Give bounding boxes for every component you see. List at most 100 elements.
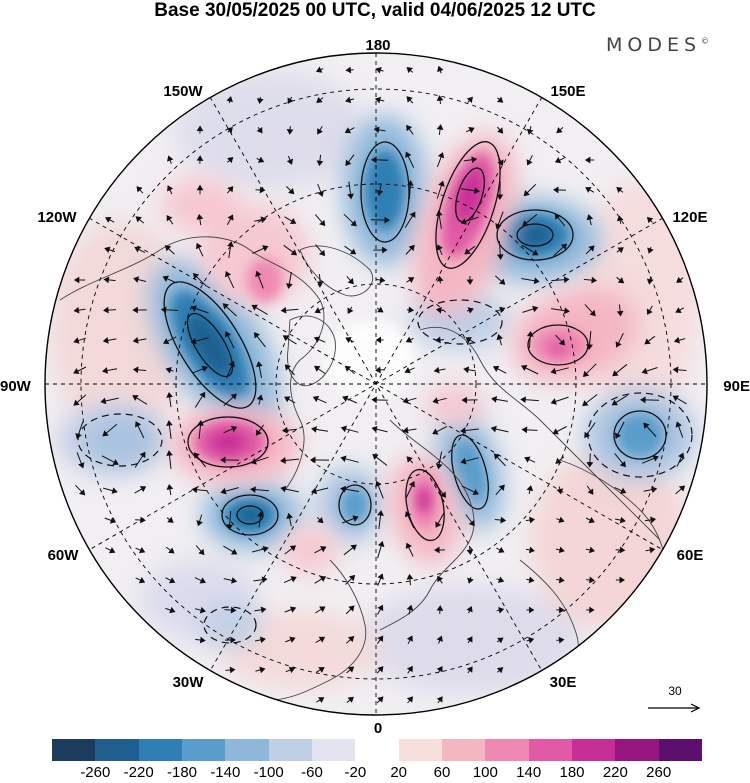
wind-vector-head [316, 281, 324, 287]
wind-vector-head [226, 524, 234, 530]
wind-vector-head [352, 515, 359, 522]
wind-vector-head [438, 180, 445, 187]
wind-vector-head [282, 335, 290, 342]
wind-vector-head [406, 66, 413, 74]
wind-vector-head [316, 160, 324, 167]
wind-vector-head [589, 309, 596, 317]
wind-vector-head [432, 397, 439, 404]
wind-vector-head [373, 126, 380, 134]
lon-label-150e: 150E [550, 83, 585, 100]
wind-vector-head [409, 211, 416, 219]
wind-vector-head [614, 432, 622, 439]
wind-vector-head [136, 186, 143, 193]
wind-vector-head [347, 666, 355, 673]
wind-vector-head [79, 489, 86, 496]
wind-vector-head [199, 636, 206, 644]
wind-vector-head [230, 606, 237, 614]
wind-vector-head [376, 190, 384, 197]
wind-vector-head [196, 213, 204, 220]
wind-vector-head [348, 605, 355, 612]
wind-vector-head [586, 214, 594, 221]
wind-vector-head [342, 395, 349, 402]
wind-vector-head [558, 576, 565, 584]
wind-vector-head [406, 124, 413, 132]
wind-vector-head [499, 278, 506, 285]
wind-vector-head [377, 635, 384, 642]
wind-vector-head [406, 665, 413, 673]
wind-vector-head [435, 306, 442, 314]
wind-vector-head [672, 395, 679, 402]
wind-vector-head [227, 156, 234, 164]
wind-vector-head [167, 516, 174, 523]
colorbar-bin [138, 739, 182, 761]
wind-vector-head [435, 336, 441, 344]
wind-vector-head [286, 158, 294, 165]
wind-vector-head [134, 246, 141, 253]
wind-vector-head [286, 512, 293, 519]
colorbar-tick-label: -180 [166, 764, 198, 781]
wind-vector-head [641, 367, 648, 375]
wind-vector-head [196, 155, 204, 161]
wind-vector-head [436, 696, 443, 703]
wind-vector-head [132, 337, 139, 344]
wind-vector-head [377, 696, 384, 703]
wind-vector-head [344, 365, 352, 372]
wind-vector-head [231, 548, 238, 555]
wind-vector-head [374, 96, 382, 104]
wind-vector-head [162, 338, 170, 345]
wind-vector-head [406, 456, 413, 463]
wind-vector-head [224, 271, 232, 278]
wind-vector-head [496, 667, 504, 674]
wind-vector-head [139, 486, 147, 493]
wind-vector-head [496, 96, 504, 103]
wind-vector-head [408, 481, 415, 488]
wind-vector-head [436, 275, 444, 282]
wind-vector-head [589, 576, 595, 584]
wind-vector-head [675, 421, 682, 428]
wind-vector-head [499, 306, 506, 314]
wind-vector-head [166, 483, 174, 490]
lon-label-60w: 60W [48, 547, 80, 564]
contour-lines [163, 141, 667, 542]
wind-vector-head [169, 606, 176, 614]
wind-vector-head [78, 462, 85, 469]
wind-vector-head [435, 521, 442, 528]
wind-vector-head [556, 127, 563, 134]
wind-vector-head [404, 511, 412, 518]
lon-label-90w: 90W [0, 378, 32, 395]
wind-vector-head [310, 487, 318, 495]
wind-vector-head [345, 159, 352, 167]
wind-vector-head [554, 213, 561, 220]
wind-vector-head [497, 637, 504, 644]
wind-vector-head [166, 215, 173, 222]
wind-vector-head [678, 485, 686, 492]
wind-vector-head [256, 98, 264, 105]
wind-vector-head [349, 248, 357, 255]
colorbar-bin [355, 739, 399, 761]
wind-vector-head [344, 127, 352, 134]
wind-vector-head [167, 155, 174, 162]
wind-vector-head [281, 426, 288, 434]
wind-vector-head [377, 540, 385, 548]
wind-vector-head [289, 606, 297, 613]
wind-vector-head [558, 546, 565, 554]
map-title: Base 30/05/2025 00 UTC, valid 04/06/2025… [154, 0, 596, 21]
wind-vector-head [112, 459, 119, 466]
wind-vector-head [108, 547, 116, 554]
wind-vector-head [644, 338, 651, 345]
wind-vector-head [103, 306, 109, 314]
wind-vector-head [73, 399, 80, 406]
wind-vector-head [315, 66, 323, 73]
wind-vector-head [497, 127, 504, 134]
wind-vector-head [135, 421, 142, 428]
wind-vector-head [224, 331, 232, 338]
wind-vector-head [436, 244, 443, 251]
wind-vector-head [251, 304, 258, 311]
wind-vector-head [468, 126, 475, 134]
wind-vector-head [191, 486, 198, 494]
wind-vector-head [259, 186, 266, 194]
wind-vector-head [318, 667, 325, 673]
wind-vector-head [402, 426, 409, 434]
wind-vector-head [198, 548, 205, 556]
